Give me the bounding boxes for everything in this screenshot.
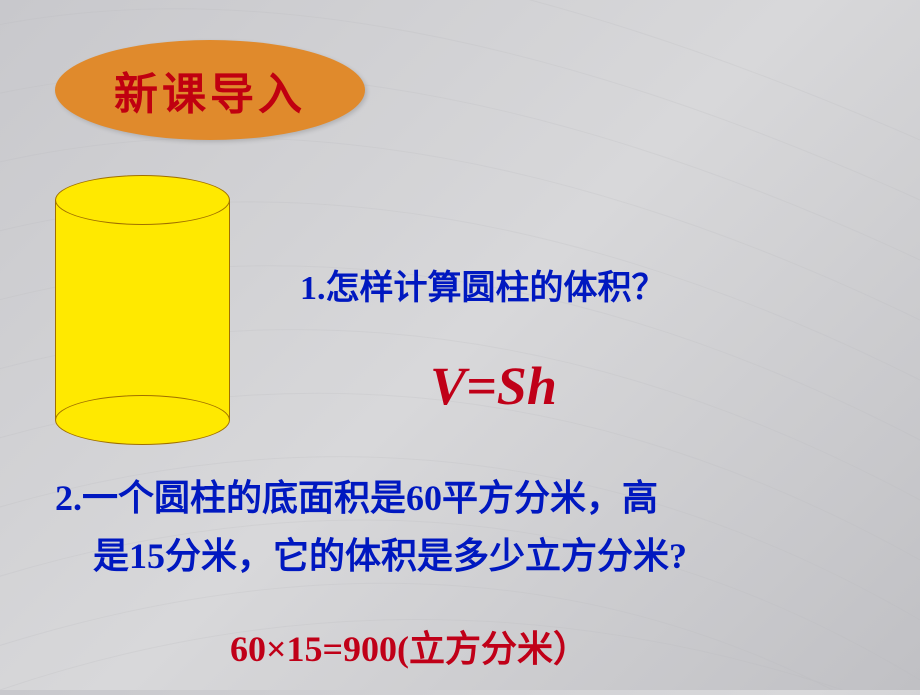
question-1-number: 1.	[300, 270, 326, 307]
lesson-intro-badge: 新课导入	[55, 40, 365, 140]
answer-expression: 60×15=900	[230, 629, 397, 669]
cylinder-body	[55, 200, 230, 420]
question-2-text-line1: 一个圆柱的底面积是60平方分米，高	[82, 478, 658, 518]
question-2-line-1: 2.一个圆柱的底面积是60平方分米，高	[55, 470, 880, 528]
answer-unit: 立方分米	[409, 629, 553, 669]
answer-line: 60×15=900(立方分米）	[230, 620, 589, 672]
cylinder-bottom-ellipse	[55, 395, 230, 445]
answer-unit-open: (	[397, 629, 409, 669]
cylinder-top-ellipse	[55, 175, 230, 225]
badge-label: 新课导入	[114, 58, 306, 122]
answer-unit-close: ）	[553, 629, 589, 669]
question-2-number: 2.	[55, 478, 82, 518]
question-1-text: 怎样计算圆柱的体积？	[326, 270, 666, 307]
question-2-line-2: 是15分米，它的体积是多少立方分米?	[55, 528, 880, 586]
volume-formula: V=Sh	[430, 355, 557, 417]
cylinder-figure	[55, 175, 230, 445]
question-1: 1.怎样计算圆柱的体积？	[300, 260, 666, 309]
question-2: 2.一个圆柱的底面积是60平方分米，高 是15分米，它的体积是多少立方分米?	[55, 470, 880, 585]
